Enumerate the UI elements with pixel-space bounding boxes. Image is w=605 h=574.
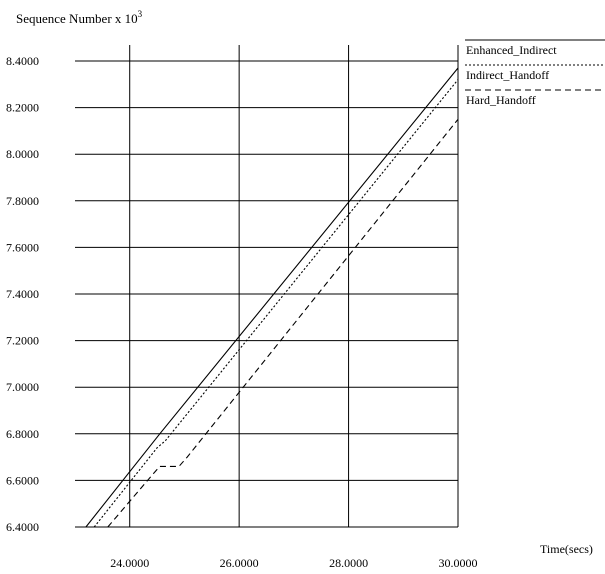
series-layer: [85, 67, 459, 528]
chart-title: Sequence Number x 103: [16, 9, 143, 26]
series-line-indirect-handoff: [93, 79, 459, 528]
y-tick-label: 6.8000: [6, 427, 39, 441]
y-tick-label: 7.6000: [6, 240, 39, 254]
y-tick-label: 7.8000: [6, 194, 39, 208]
legend-label: Hard_Handoff: [466, 93, 536, 107]
x-tick-label: 28.0000: [329, 556, 368, 570]
x-axis-label: Time(secs): [540, 542, 593, 556]
legend-label: Indirect_Handoff: [466, 68, 549, 82]
y-tick-label: 8.4000: [6, 54, 39, 68]
series-line-hard-handoff: [107, 118, 459, 528]
x-tick-label: 26.0000: [220, 556, 259, 570]
legend-label: Enhanced_Indirect: [466, 43, 557, 57]
x-tick-label: 30.0000: [439, 556, 478, 570]
y-tick-label: 8.2000: [6, 101, 39, 115]
y-tick-label: 7.0000: [6, 380, 39, 394]
y-tick-label: 7.2000: [6, 334, 39, 348]
series-line-enhanced-indirect: [85, 67, 459, 528]
y-tick-label: 7.4000: [6, 287, 39, 301]
grid: [75, 45, 459, 528]
y-tick-label: 6.4000: [6, 520, 39, 534]
axis-labels: 6.4000 6.6000 6.8000 7.0000 7.2000 7.4000 7.60…: [6, 54, 478, 570]
x-tick-label: 24.0000: [110, 556, 149, 570]
y-tick-label: 6.6000: [6, 473, 39, 487]
legend: Enhanced_Indirect Indirect_Handoff Hard_Ha…: [465, 39, 605, 107]
y-tick-label: 8.0000: [6, 147, 39, 161]
